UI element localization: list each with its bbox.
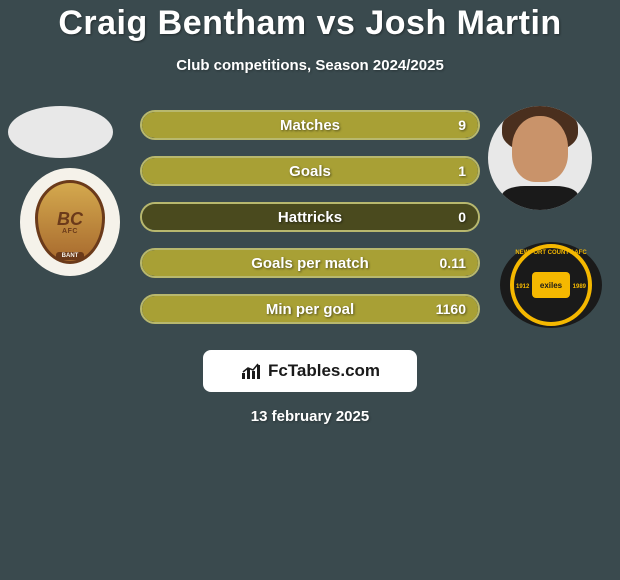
club-right-ring: NEWPORT COUNTY AFC 1912 1989 exiles (510, 244, 592, 326)
club-right-ring-right: 1989 (573, 284, 586, 290)
stat-bars: Matches9Goals1Hattricks0Goals per match0… (140, 110, 480, 340)
avatar-head (512, 116, 568, 182)
avatar-shirt (502, 186, 578, 210)
stat-bar-row: Matches9 (140, 110, 480, 140)
stat-bar-label: Matches (142, 112, 478, 138)
stat-bar-row: Goals1 (140, 156, 480, 186)
page-title: Craig Bentham vs Josh Martin (0, 0, 620, 43)
page-subtitle: Club competitions, Season 2024/2025 (0, 57, 620, 74)
stat-bar-label: Hattricks (142, 204, 478, 230)
player-right-club-badge: NEWPORT COUNTY AFC 1912 1989 exiles (500, 242, 602, 328)
footer-brand: FcTables.com (203, 350, 417, 392)
player-right-avatar (488, 106, 592, 210)
stat-bar-value-right: 0.11 (440, 250, 466, 276)
club-left-sub: AFC (62, 228, 78, 235)
stat-bar-row: Goals per match0.11 (140, 248, 480, 278)
stat-bar-row: Hattricks0 (140, 202, 480, 232)
club-left-abbrev: BC (57, 210, 83, 228)
footer-brand-text: FcTables.com (268, 361, 380, 381)
stat-bar-value-right: 1160 (436, 296, 466, 322)
stat-bar-value-right: 0 (458, 204, 466, 230)
footer-date: 13 february 2025 (0, 408, 620, 425)
club-right-ring-left: 1912 (516, 284, 529, 290)
stat-bar-row: Min per goal1160 (140, 294, 480, 324)
chart-icon (240, 362, 262, 380)
stat-bar-value-right: 9 (458, 112, 466, 138)
stat-bar-label: Goals per match (142, 250, 478, 276)
club-left-banner: BANT (56, 252, 85, 260)
stat-bar-label: Goals (142, 158, 478, 184)
player-left-avatar (8, 106, 113, 158)
player-left-club-badge: BC AFC BANT (20, 168, 120, 276)
club-right-ring-top: NEWPORT COUNTY AFC (515, 250, 586, 256)
club-left-shield: BC AFC BANT (35, 180, 105, 264)
stat-bar-label: Min per goal (142, 296, 478, 322)
club-right-center-text: exiles (532, 272, 570, 298)
stat-bar-value-right: 1 (458, 158, 466, 184)
